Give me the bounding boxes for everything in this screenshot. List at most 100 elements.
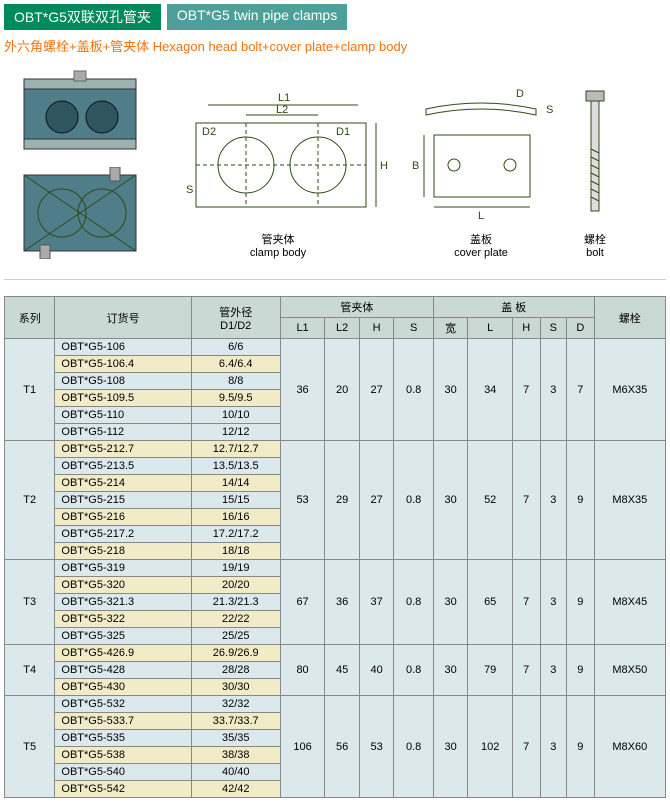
spec-cell: 7 xyxy=(512,339,540,441)
order-cell: OBT*G5-106 xyxy=(55,339,191,356)
th-cover: 盖 板 xyxy=(433,297,594,318)
dia-cell: 13.5/13.5 xyxy=(191,458,280,475)
series-cell: T5 xyxy=(5,696,55,798)
spec-cell: 3 xyxy=(540,645,567,696)
order-cell: OBT*G5-533.7 xyxy=(55,713,191,730)
title-en: OBT*G5 twin pipe clamps xyxy=(167,4,347,30)
spec-cell: 9 xyxy=(567,560,595,645)
table-row: T4OBT*G5-426.926.9/26.98045400.83079739M… xyxy=(5,645,666,662)
spec-cell: 3 xyxy=(540,560,567,645)
spec-table: 系列 订货号 管外径D1/D2 管夹体 盖 板 螺栓 L1 L2 H S 宽 L… xyxy=(4,296,666,798)
spec-cell: 30 xyxy=(433,696,468,798)
bolt-figure: 螺栓 bolt xyxy=(574,79,616,259)
order-cell: OBT*G5-542 xyxy=(55,781,191,798)
spec-cell: 27 xyxy=(359,339,394,441)
spec-cell: 7 xyxy=(512,645,540,696)
dia-cell: 26.9/26.9 xyxy=(191,645,280,662)
order-cell: OBT*G5-535 xyxy=(55,730,191,747)
order-cell: OBT*G5-109.5 xyxy=(55,390,191,407)
svg-text:L: L xyxy=(478,210,484,222)
table-row: T5OBT*G5-53232/3210656530.830102739M8X60 xyxy=(5,696,666,713)
spec-cell: 30 xyxy=(433,441,468,560)
series-cell: T3 xyxy=(5,560,55,645)
clamp-photo-icon xyxy=(10,69,150,161)
order-cell: OBT*G5-218 xyxy=(55,543,191,560)
cover-label-cn: 盖板 xyxy=(406,231,556,247)
order-cell: OBT*G5-430 xyxy=(55,679,191,696)
spec-cell: 67 xyxy=(280,560,324,645)
svg-text:L1: L1 xyxy=(278,92,290,104)
figures-row: L1 L2 D1 D2 H S 管夹体 clamp body D S B L 盖… xyxy=(4,63,666,280)
order-cell: OBT*G5-321.3 xyxy=(55,594,191,611)
th-clamp: 管夹体 xyxy=(280,297,433,318)
dia-cell: 15/15 xyxy=(191,492,280,509)
dia-cell: 28/28 xyxy=(191,662,280,679)
dia-cell: 12/12 xyxy=(191,424,280,441)
title-cn: OBT*G5双联双孔管夹 xyxy=(4,4,161,30)
order-cell: OBT*G5-532 xyxy=(55,696,191,713)
svg-text:D2: D2 xyxy=(202,126,216,138)
dia-cell: 20/20 xyxy=(191,577,280,594)
svg-text:S: S xyxy=(186,184,193,196)
dia-cell: 14/14 xyxy=(191,475,280,492)
dia-cell: 42/42 xyxy=(191,781,280,798)
spec-cell: 0.8 xyxy=(394,339,434,441)
clamp-label-cn: 管夹体 xyxy=(168,231,388,247)
order-cell: OBT*G5-217.2 xyxy=(55,526,191,543)
spec-cell: 0.8 xyxy=(394,645,434,696)
order-cell: OBT*G5-110 xyxy=(55,407,191,424)
spec-cell: 36 xyxy=(280,339,324,441)
th-order: 订货号 xyxy=(55,297,191,339)
spec-cell: 56 xyxy=(325,696,360,798)
spec-cell: 9 xyxy=(567,645,595,696)
series-cell: T1 xyxy=(5,339,55,441)
spec-cell: 0.8 xyxy=(394,696,434,798)
cover-label-en: cover plate xyxy=(406,247,556,259)
dia-cell: 16/16 xyxy=(191,509,280,526)
svg-text:B: B xyxy=(412,160,419,172)
order-cell: OBT*G5-426.9 xyxy=(55,645,191,662)
spec-cell: 40 xyxy=(359,645,394,696)
dia-cell: 32/32 xyxy=(191,696,280,713)
order-cell: OBT*G5-538 xyxy=(55,747,191,764)
spec-cell: 30 xyxy=(433,339,468,441)
dia-cell: 12.7/12.7 xyxy=(191,441,280,458)
table-row: T1OBT*G5-1066/63620270.83034737M6X35 xyxy=(5,339,666,356)
dia-cell: 38/38 xyxy=(191,747,280,764)
spec-cell: 65 xyxy=(468,560,512,645)
spec-cell: 3 xyxy=(540,696,567,798)
spec-cell: 9 xyxy=(567,441,595,560)
svg-text:L2: L2 xyxy=(276,104,288,116)
order-cell: OBT*G5-319 xyxy=(55,560,191,577)
order-cell: OBT*G5-540 xyxy=(55,764,191,781)
spec-cell: 79 xyxy=(468,645,512,696)
clamp-label-en: clamp body xyxy=(168,247,388,259)
dia-cell: 10/10 xyxy=(191,407,280,424)
table-row: T3OBT*G5-31919/196736370.83065739M8X45 xyxy=(5,560,666,577)
spec-cell: M8X35 xyxy=(594,441,665,560)
order-cell: OBT*G5-214 xyxy=(55,475,191,492)
order-cell: OBT*G5-325 xyxy=(55,628,191,645)
spec-cell: 53 xyxy=(359,696,394,798)
th-bolt: 螺栓 xyxy=(594,297,665,339)
dia-cell: 35/35 xyxy=(191,730,280,747)
svg-text:S: S xyxy=(546,104,553,116)
spec-cell: 37 xyxy=(359,560,394,645)
dia-cell: 17.2/17.2 xyxy=(191,526,280,543)
spec-cell: 27 xyxy=(359,441,394,560)
spec-cell: 29 xyxy=(325,441,360,560)
spec-cell: 7 xyxy=(567,339,595,441)
spec-cell: 36 xyxy=(325,560,360,645)
spec-cell: 52 xyxy=(468,441,512,560)
spec-cell: M6X35 xyxy=(594,339,665,441)
svg-text:D: D xyxy=(516,88,524,100)
spec-cell: 102 xyxy=(468,696,512,798)
dia-cell: 6/6 xyxy=(191,339,280,356)
dia-cell: 30/30 xyxy=(191,679,280,696)
spec-cell: 7 xyxy=(512,696,540,798)
order-cell: OBT*G5-322 xyxy=(55,611,191,628)
spec-cell: 106 xyxy=(280,696,324,798)
spec-cell: 0.8 xyxy=(394,441,434,560)
dia-cell: 25/25 xyxy=(191,628,280,645)
order-cell: OBT*G5-213.5 xyxy=(55,458,191,475)
